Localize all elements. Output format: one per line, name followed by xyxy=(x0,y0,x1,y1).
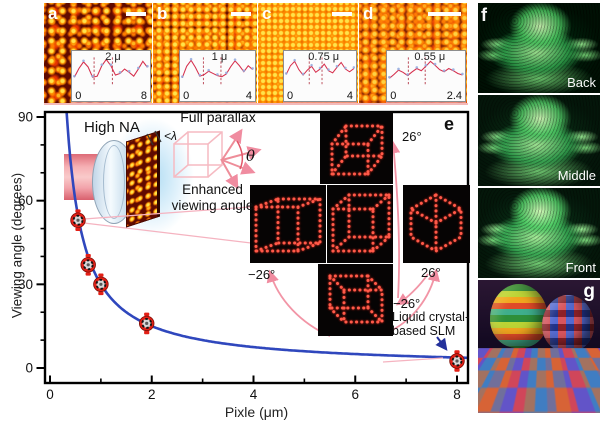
full-parallax-label: Full parallax xyxy=(180,109,256,125)
panel-a-letter: a xyxy=(48,4,58,23)
slm-pointer-arrow xyxy=(435,336,448,351)
inset-line-plot xyxy=(388,57,464,85)
scale-bar xyxy=(332,12,352,16)
checkerboard-floor xyxy=(478,348,600,413)
enhanced-label-line2: viewing angle xyxy=(171,198,254,213)
panel-f-hologram-back: f Back xyxy=(478,3,600,93)
inset-x-max: 4 xyxy=(245,90,252,102)
slm-caption-line1: Liquid crystal- xyxy=(392,310,470,324)
enhanced-label-line1: Enhanced xyxy=(182,182,243,197)
inset-x-max: 4 xyxy=(346,90,353,102)
panel-e-letter: e xyxy=(444,114,455,134)
data-point-marker xyxy=(70,209,86,231)
panel-c-letter: c xyxy=(262,4,272,23)
panel-g-color-hologram: g xyxy=(478,280,600,413)
panel-d-speckle-image: d 0.55 μ 0 2.4 xyxy=(359,3,467,103)
scale-bar xyxy=(126,12,146,16)
cube-view-right xyxy=(403,185,470,263)
angle-label-bottom: −26° xyxy=(393,296,421,311)
panel-b-speckle-image: b 1 μ 0 4 xyxy=(153,3,257,103)
panel-g-letter: g xyxy=(583,281,595,302)
x-axis-title: Pixle (μm) xyxy=(224,404,289,420)
inset-x-max: 8 xyxy=(140,90,147,102)
inset-x-max: 2.4 xyxy=(446,90,462,102)
svg-text:8: 8 xyxy=(453,387,461,402)
svg-text:4: 4 xyxy=(250,387,258,402)
high-na-label: High NA xyxy=(84,119,140,136)
y-axis-title: Viewing angle (degrees) xyxy=(9,172,25,319)
panel-f-hologram-middle: Middle xyxy=(478,95,600,186)
panel-b-profile-inset: 1 μ 0 4 xyxy=(179,50,256,102)
inset-pitch-label: 0.55 μ xyxy=(414,51,446,63)
panel-f-hologram-front: Front xyxy=(478,188,600,278)
top-row-divider xyxy=(44,103,468,105)
inset-pitch-label: 1 μ xyxy=(211,51,228,63)
depth-label-front: Front xyxy=(565,260,596,275)
sub-wavelength-label: <λ xyxy=(164,129,177,143)
cube-view-bottom xyxy=(318,264,393,336)
inset-line-plot xyxy=(73,57,149,85)
panel-f-letter: f xyxy=(481,5,487,25)
data-point-marker xyxy=(138,312,155,335)
angle-label-right: 26° xyxy=(421,265,441,280)
svg-text:90: 90 xyxy=(18,109,33,124)
panel-a-profile-inset: 2 μ 0 8 xyxy=(71,50,151,102)
data-point-marker xyxy=(93,273,109,296)
panel-a-speckle-image: a 2 μ 0 8 xyxy=(44,3,152,103)
data-point-marker xyxy=(80,253,96,276)
panel-c-profile-inset: 0.75 μ 0 4 xyxy=(283,50,357,102)
depth-label-middle: Middle xyxy=(557,168,596,183)
panel-d-profile-inset: 0.55 μ 0 2.4 xyxy=(386,50,466,102)
depth-label-back: Back xyxy=(567,75,596,90)
svg-text:0: 0 xyxy=(25,361,33,376)
inset-x-min: 0 xyxy=(75,90,82,102)
cube-view-top xyxy=(320,112,393,184)
cube-view-center xyxy=(327,185,393,263)
scale-bar xyxy=(231,12,251,16)
checkered-balloon xyxy=(542,295,594,352)
svg-text:6: 6 xyxy=(351,387,359,402)
inset-x-min: 0 xyxy=(390,90,397,102)
panel-c-speckle-image: c 0.75 μ 0 4 xyxy=(258,3,358,103)
inset-x-min: 0 xyxy=(287,90,294,102)
slm-caption-line2: based SLM xyxy=(392,324,456,338)
inset-x-min: 0 xyxy=(183,90,190,102)
svg-text:0: 0 xyxy=(46,387,54,402)
theta-arc xyxy=(236,140,244,170)
angle-label-top: 26° xyxy=(402,129,422,144)
panel-b-letter: b xyxy=(157,4,168,23)
inset-pitch-label: 2 μ xyxy=(105,51,121,63)
scale-bar xyxy=(428,12,461,16)
inset-pitch-label: 0.75 μ xyxy=(308,51,340,63)
angle-label-left: −26° xyxy=(248,267,276,282)
panel-d-letter: d xyxy=(363,4,374,23)
inset-line-plot xyxy=(284,57,356,85)
svg-text:2: 2 xyxy=(148,387,156,402)
striped-balloon xyxy=(490,284,548,348)
data-point-marker xyxy=(449,350,465,372)
theta-symbol: θ xyxy=(246,147,256,165)
inset-line-plot xyxy=(181,57,255,85)
